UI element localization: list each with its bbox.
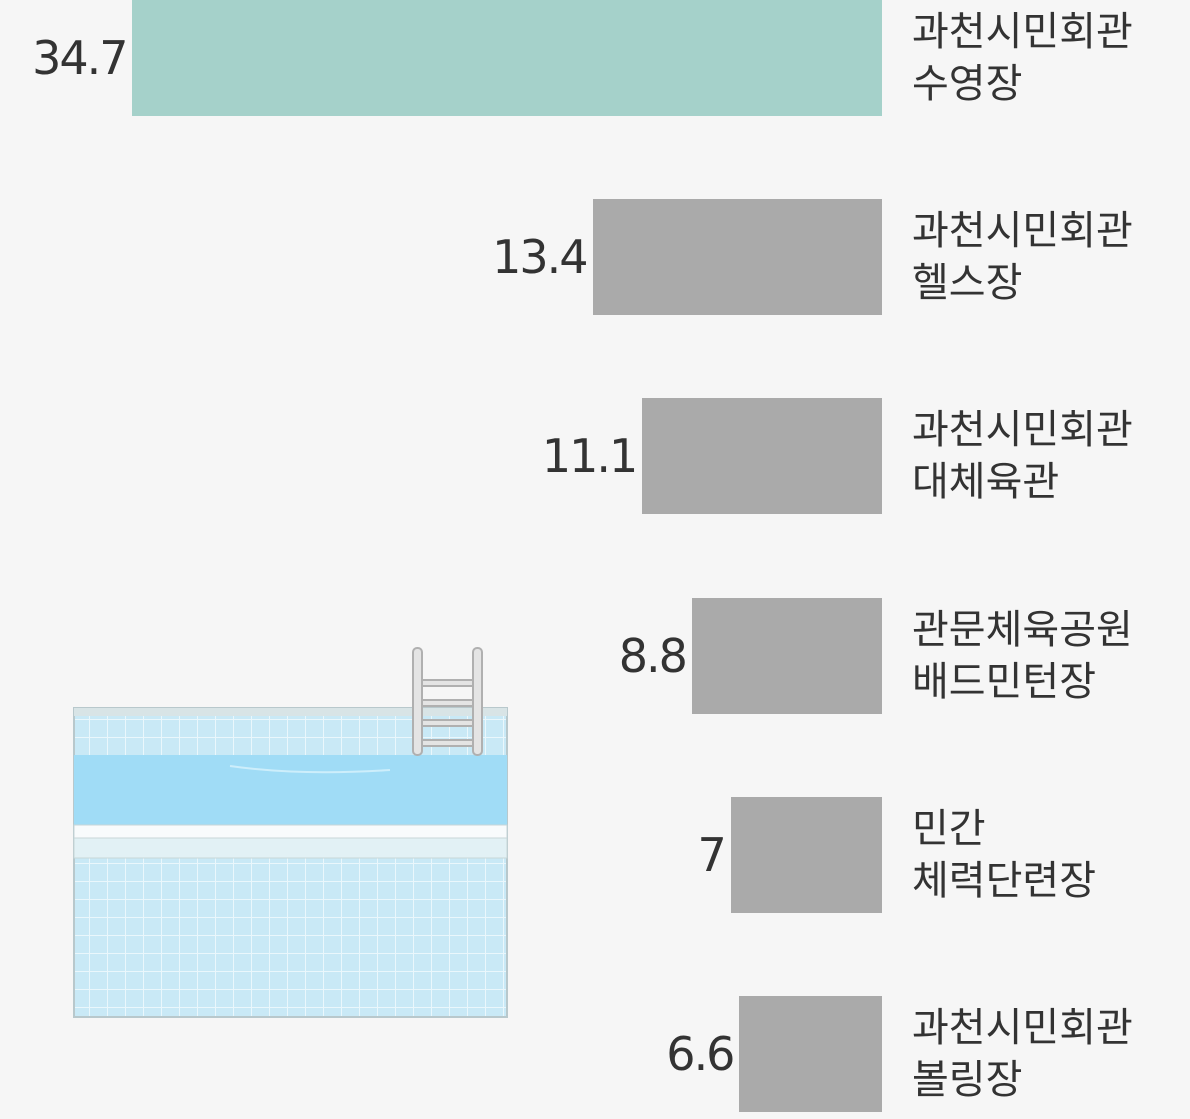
- value-label: 8.8: [618, 628, 688, 683]
- pool-illustration: [73, 647, 508, 1018]
- category-label: 과천시민회관 볼링장: [912, 1005, 1133, 1103]
- value-label: 6.6: [666, 1027, 735, 1081]
- value-label: 7: [697, 827, 727, 882]
- bar: [132, 0, 882, 116]
- category-label: 과천시민회관 수영장: [912, 9, 1133, 107]
- category-label: 과천시민회관 헬스장: [912, 208, 1133, 307]
- bar: [642, 398, 882, 515]
- value-label: 34.7: [32, 31, 128, 85]
- bar: [592, 199, 882, 316]
- bar: [739, 996, 882, 1112]
- bar: [691, 597, 882, 714]
- category-label: 민간 체력단련장: [912, 805, 1096, 904]
- value-label: 11.1: [541, 429, 638, 484]
- category-label: 과천시민회관 대체육관: [912, 407, 1133, 506]
- category-label: 관문체육공원 배드민턴장: [912, 606, 1133, 705]
- bar: [730, 796, 882, 913]
- value-label: 13.4: [492, 230, 588, 285]
